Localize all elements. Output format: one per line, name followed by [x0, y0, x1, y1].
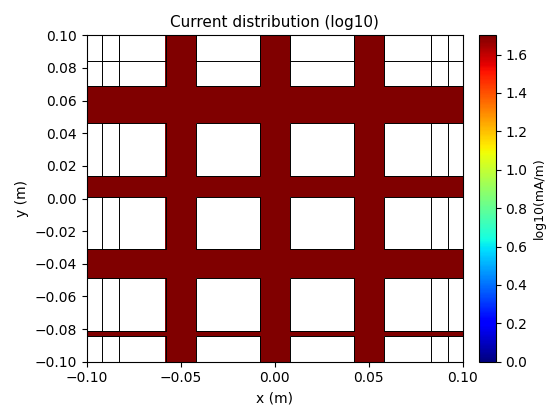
Bar	[196, 9, 260, 61]
Y-axis label: log10(mA/m): log10(mA/m)	[533, 158, 546, 239]
Bar	[55, 336, 119, 388]
Bar	[196, 278, 260, 331]
Bar	[384, 34, 448, 86]
Y-axis label: y (m): y (m)	[15, 180, 29, 217]
Bar	[196, 197, 260, 249]
Bar	[290, 34, 354, 86]
Bar	[102, 123, 166, 176]
Bar	[290, 123, 354, 176]
Bar	[431, 123, 495, 176]
Bar	[55, 278, 119, 331]
Bar	[290, 197, 354, 249]
Bar	[55, 34, 119, 86]
Bar	[196, 336, 260, 388]
Bar	[290, 278, 354, 331]
Bar	[196, 123, 260, 176]
Bar	[431, 336, 495, 388]
Bar	[431, 34, 495, 86]
Bar	[384, 278, 448, 331]
Bar	[384, 336, 448, 388]
Bar	[431, 9, 495, 61]
Bar	[290, 336, 354, 388]
Bar	[102, 9, 166, 61]
Bar	[55, 9, 119, 61]
Bar	[196, 34, 260, 86]
Bar	[384, 123, 448, 176]
Bar	[384, 9, 448, 61]
Bar	[102, 336, 166, 388]
Bar	[102, 197, 166, 249]
Bar	[55, 197, 119, 249]
Bar	[102, 34, 166, 86]
Bar	[431, 278, 495, 331]
Title: Current distribution (log10): Current distribution (log10)	[170, 15, 379, 30]
X-axis label: x (m): x (m)	[256, 391, 293, 405]
Bar	[55, 123, 119, 176]
Bar	[384, 197, 448, 249]
Bar	[102, 278, 166, 331]
Bar	[431, 197, 495, 249]
Bar	[290, 9, 354, 61]
